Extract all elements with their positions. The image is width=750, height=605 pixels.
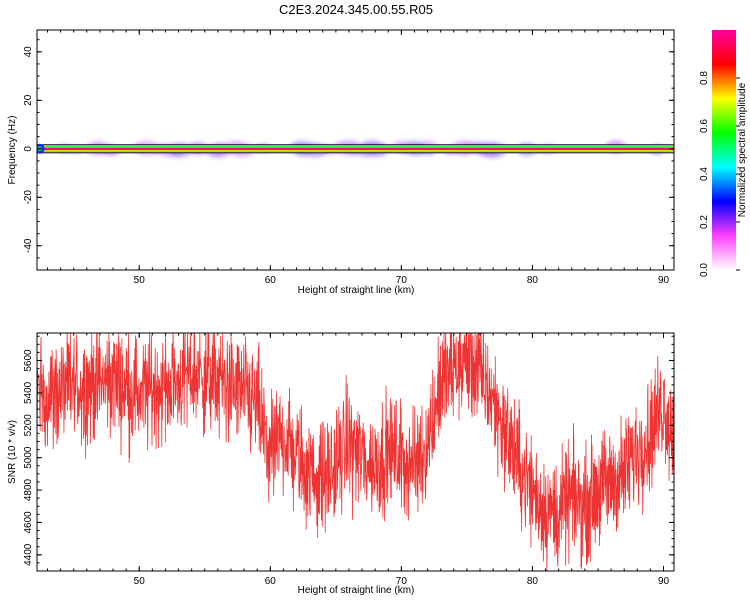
snr-ticks: 50 60 70 80 90 4400 4600 4800 5000 5200 5400 5600 xyxy=(23,333,674,587)
snr-frame xyxy=(36,332,675,572)
snr-series-line xyxy=(37,333,674,571)
figure-title: C2E3.2024.345.00.55.R05 xyxy=(279,2,433,17)
spectrogram-y-tick-label: 20 xyxy=(23,94,34,106)
spectrogram-x-tick-label: 80 xyxy=(527,275,539,286)
spectrogram-y-tick-label: -20 xyxy=(23,190,34,205)
spectrogram-x-axis-label: Height of straight line (km) xyxy=(298,285,415,296)
colorbar-gradient xyxy=(712,30,736,270)
snr-x-tick-label: 70 xyxy=(396,576,408,587)
spectrogram-panel: 50 60 70 80 90 -40 -20 0 20 40 Height of straight… xyxy=(7,29,675,296)
colorbar-label: Normalized spectral amplitude xyxy=(737,82,748,217)
colorbar-tick-label: 0.2 xyxy=(699,215,710,229)
snr-x-tick-label: 60 xyxy=(265,576,277,587)
snr-x-tick-label: 90 xyxy=(658,576,670,587)
colorbar-tick-label: 0.8 xyxy=(699,71,710,85)
spectrogram-x-tick-label: 60 xyxy=(265,275,277,286)
snr-y-tick-label: 5600 xyxy=(23,349,34,372)
colorbar: 0.0 0.2 0.4 0.6 0.8 Normalized spectral ampl… xyxy=(699,30,748,277)
snr-y-tick-label: 4800 xyxy=(23,478,34,501)
colorbar-tick-label: 0.6 xyxy=(699,119,710,133)
spectrogram-y-tick-label: -40 xyxy=(23,238,34,253)
colorbar-ticks: 0.0 0.2 0.4 0.6 0.8 xyxy=(699,71,740,277)
snr-y-tick-label: 5000 xyxy=(23,446,34,469)
snr-y-tick-label: 5400 xyxy=(23,381,34,404)
snr-y-tick-label: 4400 xyxy=(23,543,34,566)
snr-x-tick-label: 80 xyxy=(527,576,539,587)
snr-y-axis-label: SNR (10 * v/v) xyxy=(7,420,18,484)
ridge-band xyxy=(37,148,674,150)
colorbar-tick-label: 0.0 xyxy=(699,263,710,277)
spectrogram-ticks: 50 60 70 80 90 -40 -20 0 20 40 xyxy=(23,30,674,286)
spectrogram-y-tick-label: 0 xyxy=(23,146,34,152)
spectrogram-y-tick-label: 40 xyxy=(23,46,34,58)
snr-y-tick-label: 4600 xyxy=(23,511,34,534)
spectrogram-y-axis-label: Frequency (Hz) xyxy=(7,116,18,185)
spectrogram-x-tick-label: 50 xyxy=(134,275,146,286)
snr-x-axis-label: Height of straight line (km) xyxy=(298,585,415,596)
spectrogram-frame xyxy=(36,29,675,271)
spectrogram-x-tick-label: 90 xyxy=(658,275,670,286)
colorbar-tick-label: 0.4 xyxy=(699,167,710,181)
snr-y-tick-label: 5200 xyxy=(23,414,34,437)
snr-panel: 50 60 70 80 90 4400 4600 4800 5000 5200 5400 5600 H… xyxy=(7,332,675,596)
snr-x-tick-label: 50 xyxy=(134,576,146,587)
spectrogram-marks xyxy=(37,139,674,158)
snr-marks xyxy=(37,333,674,571)
spectrogram-x-tick-label: 70 xyxy=(396,275,408,286)
